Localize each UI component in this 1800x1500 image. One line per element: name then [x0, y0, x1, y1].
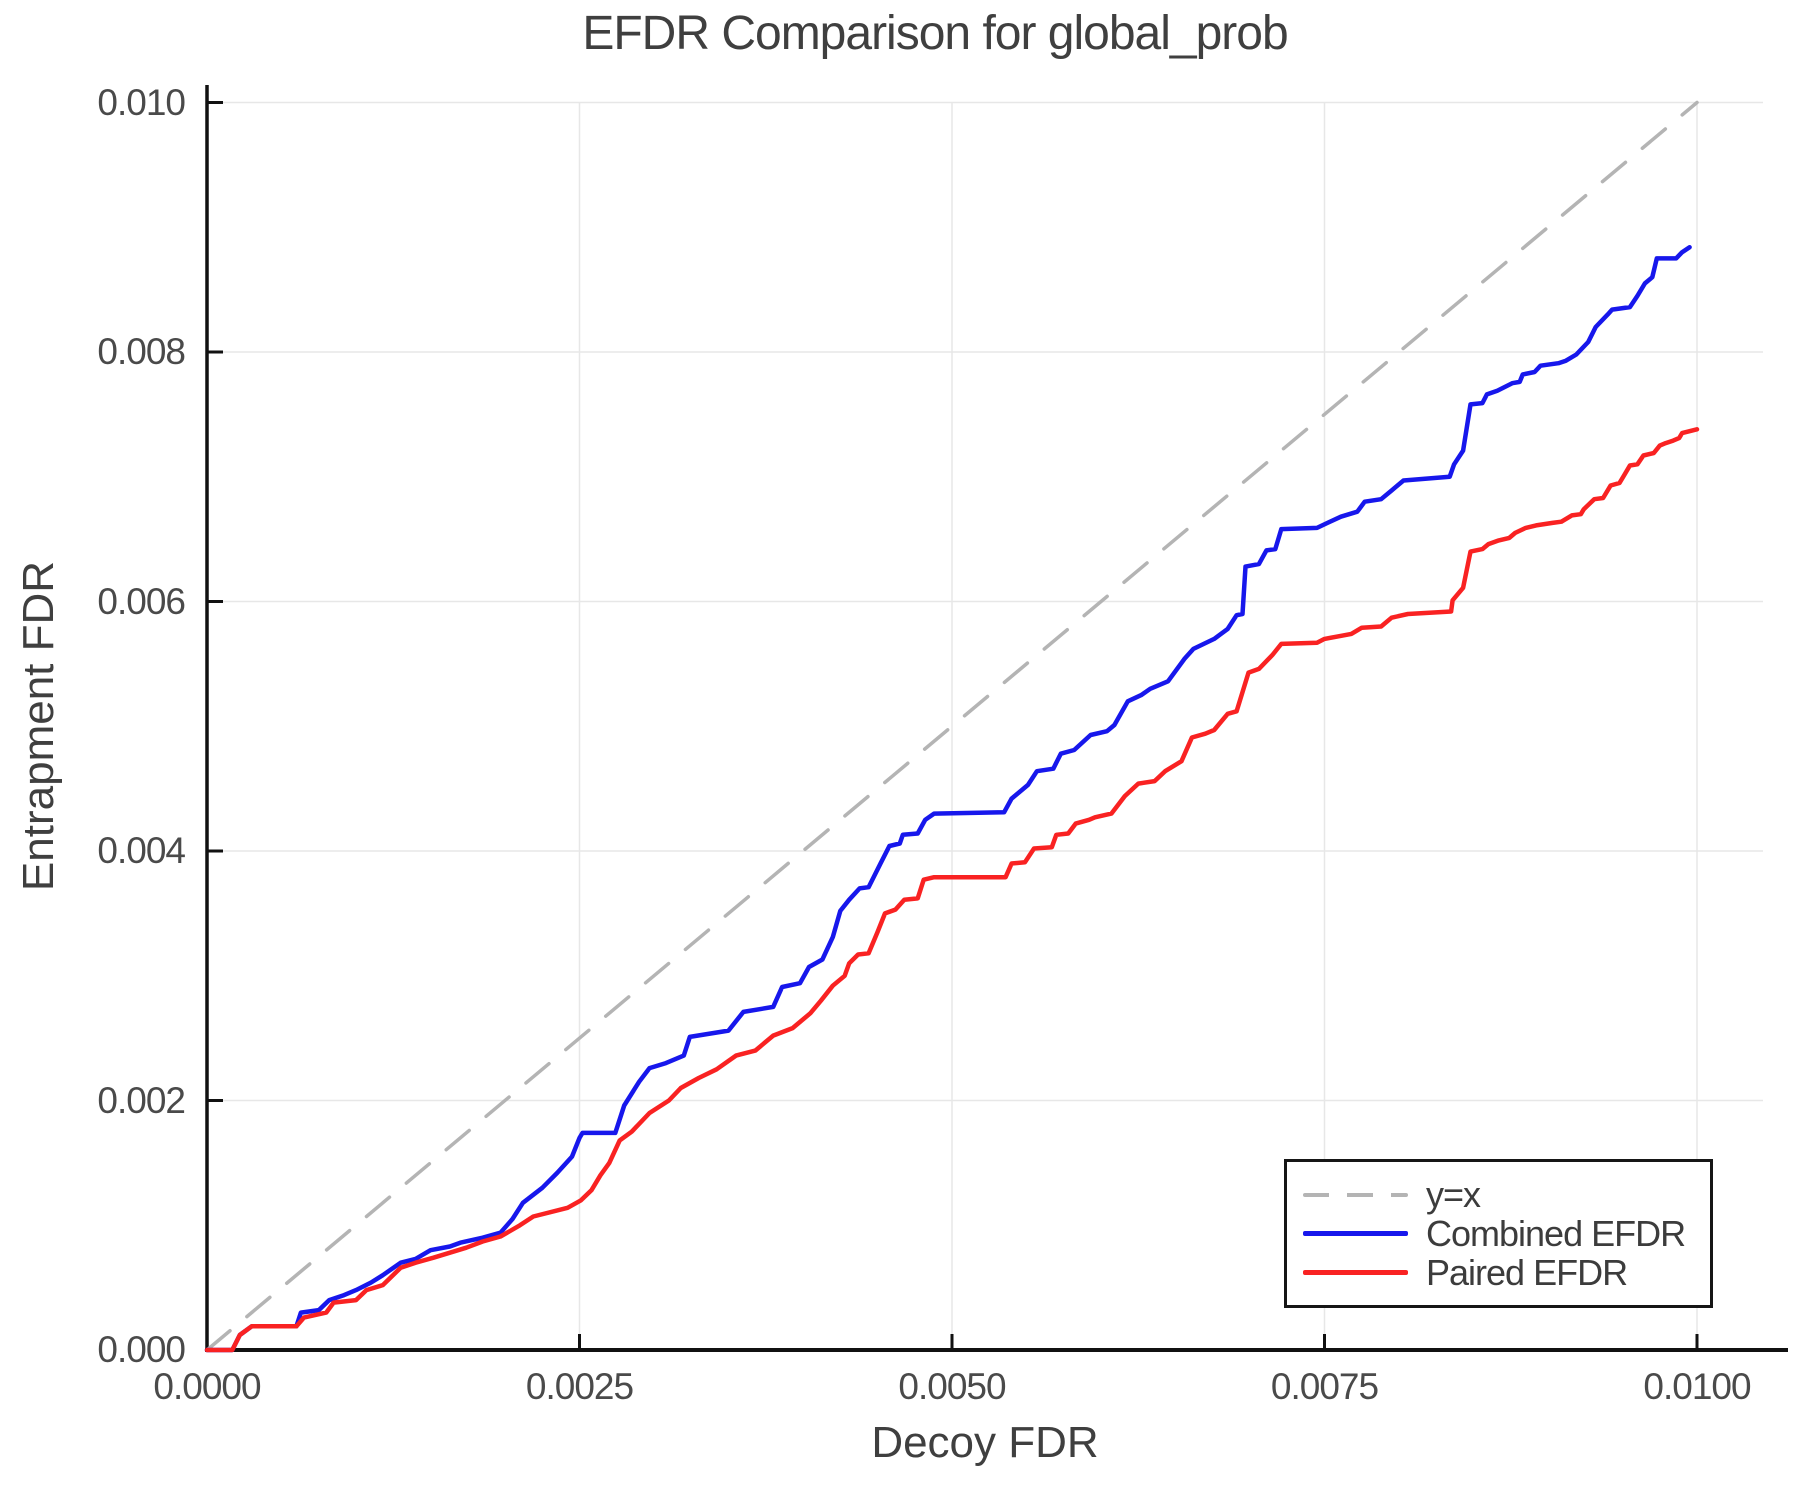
legend-label: Paired EFDR — [1426, 1251, 1628, 1293]
y-tick-label: 0.010 — [97, 81, 186, 123]
legend-item-combined: Combined EFDR — [1303, 1212, 1710, 1254]
combined-line-swatch — [1303, 1231, 1408, 1236]
y-tick-label: 0.000 — [97, 1329, 186, 1370]
series-paired-efdr — [204, 427, 1700, 1353]
paired-line-swatch — [1303, 1270, 1408, 1275]
x-tick-label: 0.0025 — [525, 1366, 634, 1407]
legend: y=x Combined EFDR Paired EFDR — [1284, 1159, 1713, 1308]
gridlines — [207, 101, 1763, 1350]
series-y-x — [205, 100, 1699, 1352]
y-axis-label: Entrapment FDR — [14, 560, 63, 892]
x-tick-label: 0.0000 — [153, 1366, 261, 1407]
x-tick-label: 0.0075 — [1270, 1366, 1379, 1407]
x-axis-label: Decoy FDR — [871, 1418, 1099, 1467]
x-tick-label: 0.0050 — [898, 1366, 1006, 1407]
chart-title: EFDR Comparison for global_prob — [582, 7, 1288, 60]
series-combined-efdr — [204, 244, 1692, 1353]
legend-item-identity: y=x — [1303, 1173, 1710, 1215]
axes — [205, 85, 1788, 1352]
data-series — [204, 100, 1700, 1353]
y-tick-label: 0.004 — [97, 830, 186, 871]
legend-label: y=x — [1426, 1173, 1481, 1215]
legend-label: Combined EFDR — [1426, 1212, 1686, 1254]
y-tick-label: 0.002 — [97, 1079, 186, 1121]
identity-line-swatch — [1303, 1192, 1408, 1197]
legend-item-paired: Paired EFDR — [1303, 1251, 1710, 1293]
y-tick-label: 0.008 — [97, 331, 186, 372]
y-tick-label: 0.006 — [97, 580, 186, 622]
x-tick-label: 0.0100 — [1643, 1366, 1751, 1407]
